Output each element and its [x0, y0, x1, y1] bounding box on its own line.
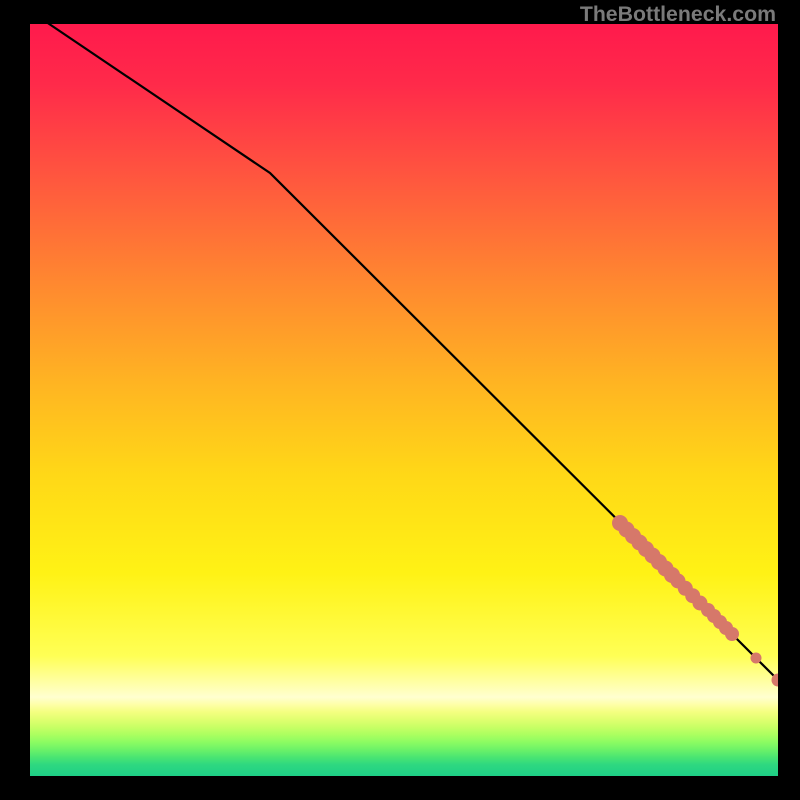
gradient-background: [30, 24, 778, 776]
watermark-text: TheBottleneck.com: [580, 2, 776, 27]
frame-border-right: [778, 0, 800, 800]
bottleneck-chart: [0, 0, 800, 800]
data-marker: [751, 653, 762, 664]
frame-border-bottom: [0, 776, 800, 800]
data-marker: [725, 627, 739, 641]
frame-border-left: [0, 0, 30, 800]
